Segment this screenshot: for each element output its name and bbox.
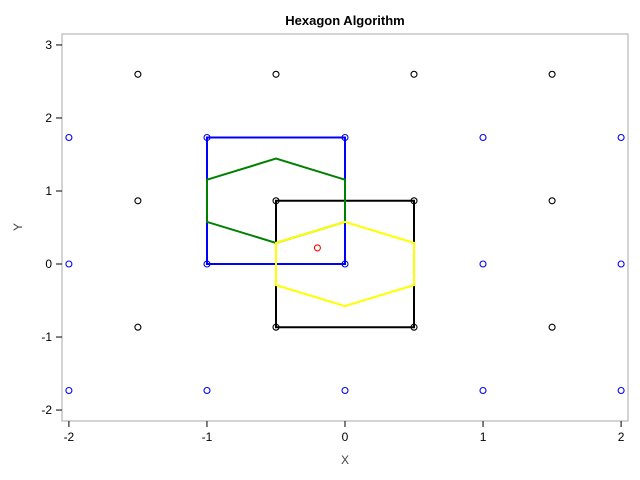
- polygon-3: [275, 220, 415, 308]
- data-point-0-2: [410, 70, 418, 78]
- data-point-0-10: [410, 323, 418, 331]
- data-point-0-7: [548, 197, 556, 205]
- x-tick-label-2: 0: [342, 430, 349, 444]
- data-point-1-11: [203, 386, 211, 395]
- data-point-1-3: [479, 133, 487, 142]
- data-point-1-7: [341, 260, 349, 268]
- x-axis-label: X: [341, 453, 349, 467]
- data-point-0-0: [134, 70, 142, 78]
- data-point-0-6: [410, 197, 418, 205]
- x-tick-label-0: -2: [64, 430, 75, 444]
- y-tick-label-0: -2: [41, 403, 52, 417]
- data-point-1-14: [617, 386, 625, 395]
- data-point-0-8: [134, 323, 142, 331]
- data-point-0-5: [272, 197, 280, 205]
- data-point-0-11: [548, 323, 556, 331]
- x-tick-label-3: 1: [480, 430, 487, 444]
- axes: -2 -1 0 1 2 -2 -1 0 1 2 3: [41, 38, 624, 444]
- data-point-1-10: [65, 386, 73, 395]
- data-point-1-8: [479, 260, 487, 268]
- data-point-1-5: [65, 260, 73, 268]
- data-point-0-9: [272, 323, 280, 331]
- data-point-1-4: [617, 133, 625, 142]
- y-tick-label-4: 2: [45, 111, 52, 125]
- data-point-1-12: [341, 386, 349, 395]
- y-tick-label-3: 1: [45, 184, 52, 198]
- data-point-1-0: [65, 133, 73, 142]
- y-tick-label-2: 0: [45, 257, 52, 271]
- data-point-0-1: [272, 70, 280, 78]
- chart-title: Hexagon Algorithm: [285, 13, 404, 28]
- data-point-1-2: [341, 133, 349, 142]
- y-axis-label: Y: [11, 223, 25, 231]
- x-tick-label-1: -1: [202, 430, 213, 444]
- x-tick-label-4: 2: [618, 430, 625, 444]
- data-point-0-4: [134, 197, 142, 205]
- data-point-1-6: [203, 260, 211, 268]
- data-point-1-13: [479, 386, 487, 395]
- data-point-1-1: [203, 133, 211, 142]
- data-point-1-9: [617, 260, 625, 268]
- y-tick-label-5: 3: [45, 38, 52, 52]
- data-point-0-3: [548, 70, 556, 78]
- data-point-2-0: [313, 244, 321, 252]
- plot-area: [65, 70, 625, 395]
- y-tick-label-1: -1: [41, 330, 52, 344]
